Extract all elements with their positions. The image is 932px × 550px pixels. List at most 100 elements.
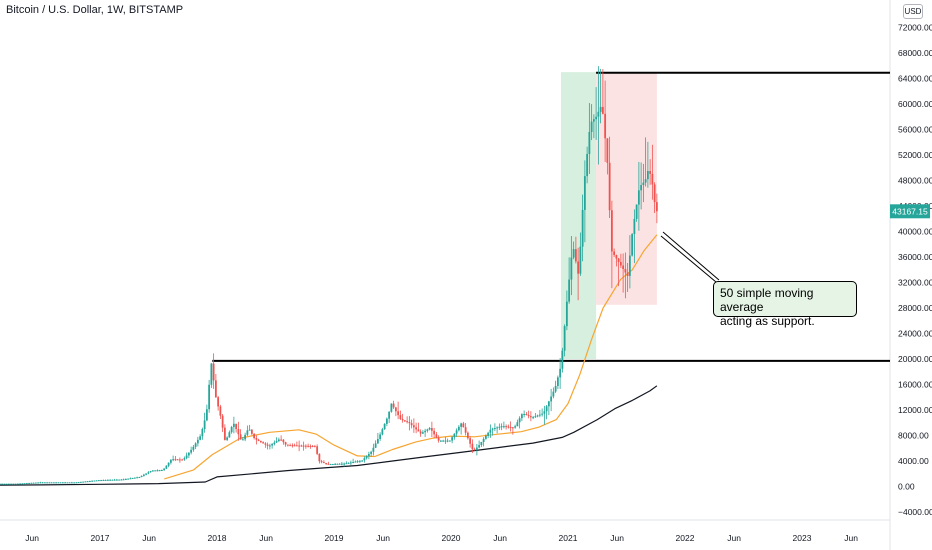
candle-body (516, 422, 519, 427)
candle-body (473, 449, 476, 451)
candle-body (358, 460, 361, 462)
candle-body (176, 459, 179, 461)
candle-body (300, 445, 303, 447)
candle-body (5, 483, 8, 485)
x-tick-label: 2022 (676, 533, 695, 543)
candle-body (352, 461, 355, 463)
candle-body (154, 470, 157, 472)
candle-body (394, 407, 397, 412)
candle-body (284, 442, 287, 445)
candle-body (642, 182, 645, 186)
candle-body (228, 432, 231, 438)
candle-body (289, 445, 292, 447)
candle-body (586, 154, 589, 177)
candle-body (577, 261, 580, 274)
candle-body (68, 482, 71, 484)
candle-body (214, 380, 217, 398)
candle-body (275, 441, 278, 443)
candle-body (374, 443, 377, 448)
candle-body (7, 483, 10, 485)
candle-body (88, 480, 91, 482)
y-tick-label: 8000.00 (898, 431, 929, 441)
candle-body (588, 131, 591, 155)
y-tick-label: 56000.00 (898, 125, 932, 135)
candle-body (462, 423, 465, 428)
y-tick-label: 4000.00 (898, 456, 929, 466)
candle-body (235, 423, 238, 430)
candle-body (347, 462, 350, 464)
candle-body (23, 483, 26, 485)
candle-body (570, 257, 573, 280)
candle-body (408, 422, 411, 424)
currency-button[interactable]: USD (903, 4, 923, 19)
candle-body (518, 418, 521, 423)
candle-body (487, 432, 490, 436)
candle-body (131, 477, 134, 479)
candle-body (435, 434, 438, 438)
candle-body (273, 442, 276, 444)
x-tick-label: 2017 (91, 533, 110, 543)
candle-body (631, 234, 634, 256)
candle-body (223, 427, 226, 440)
x-tick-label: Jun (610, 533, 624, 543)
candle-body (471, 443, 474, 450)
x-tick-label: Jun (25, 533, 39, 543)
candle-body (178, 459, 181, 461)
candle-body (640, 185, 643, 191)
y-tick-label: 0.00 (898, 482, 915, 492)
candle-body (100, 480, 103, 482)
candle-body (91, 480, 94, 482)
candle-body (349, 462, 352, 464)
candle-body (291, 445, 294, 447)
candle-body (167, 462, 170, 466)
candle-body (392, 403, 395, 408)
candle-body (133, 477, 136, 479)
y-tick-label: 72000.00 (898, 23, 932, 33)
y-tick-label: 40000.00 (898, 227, 932, 237)
candle-body (565, 301, 568, 327)
candle-body (520, 414, 523, 419)
candle-body (241, 439, 244, 441)
candle-body (329, 464, 332, 466)
candle-body (268, 445, 271, 447)
candle-body (120, 479, 123, 481)
candle-body (156, 470, 159, 472)
candle-body (145, 473, 148, 475)
candle-body (547, 401, 550, 407)
candle-body (388, 411, 391, 419)
candle-body (381, 429, 384, 435)
candle-body (138, 477, 141, 479)
candle-body (523, 414, 526, 416)
candle-body (147, 472, 150, 474)
candle-body (12, 483, 15, 485)
candle-body (16, 483, 19, 485)
candle-body (545, 406, 548, 412)
candle-body (10, 483, 13, 485)
candle-body (104, 479, 107, 481)
candle-body (73, 482, 76, 484)
candle-body (433, 430, 436, 435)
candle-body (430, 428, 433, 431)
candle-body (379, 434, 382, 440)
candle-body (190, 449, 193, 453)
candle-body (613, 251, 616, 255)
candle-body (0, 483, 1, 485)
candle-body (86, 481, 89, 483)
candle-body (282, 439, 285, 443)
candle-body (239, 434, 242, 440)
candle-body (318, 453, 321, 462)
x-tick-label: 2020 (442, 533, 461, 543)
candle-body (489, 429, 492, 433)
candle-body (322, 462, 325, 464)
y-tick-label: 12000.00 (898, 405, 932, 415)
candle-body (75, 482, 78, 484)
candle-body (158, 470, 161, 472)
x-tick-label: Jun (376, 533, 390, 543)
candle-body (417, 429, 420, 432)
candle-body (237, 429, 240, 435)
candle-body (304, 445, 307, 447)
candle-body (624, 268, 627, 273)
candle-body (57, 482, 60, 484)
